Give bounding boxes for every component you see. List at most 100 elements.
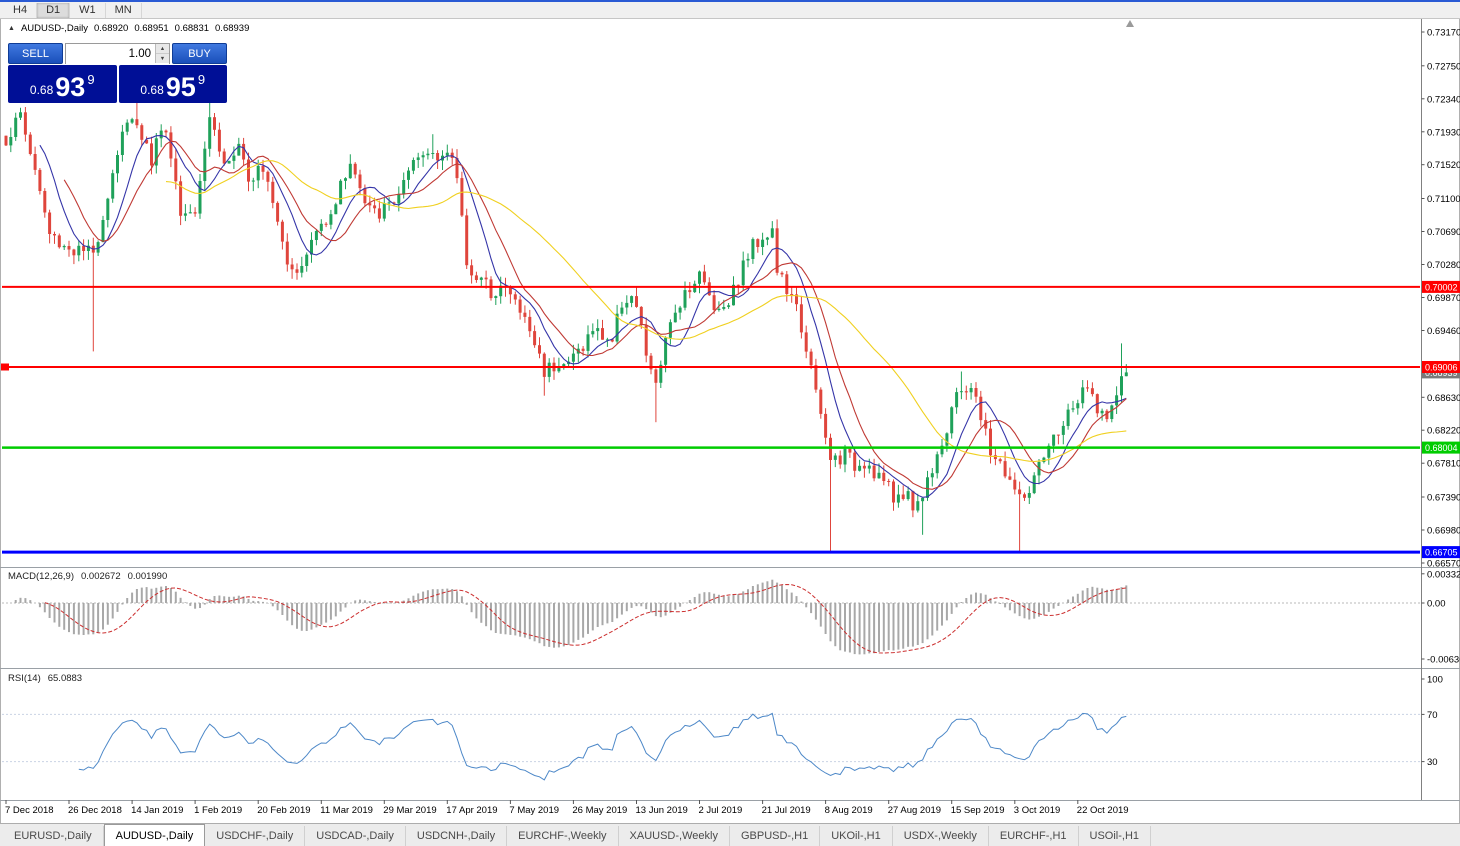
macd-signal-line [44, 583, 1127, 654]
svg-text:0.00: 0.00 [1427, 599, 1446, 610]
timeframe-button-w1[interactable]: W1 [70, 2, 106, 18]
svg-text:0.67390: 0.67390 [1427, 493, 1460, 504]
sell-button[interactable]: SELL [8, 43, 63, 64]
svg-text:-0.00636: -0.00636 [1427, 655, 1460, 666]
svg-text:100: 100 [1427, 675, 1443, 686]
chart-tab-usdcnh-daily[interactable]: USDCNH-,Daily [406, 826, 508, 846]
chart-tab-audusd-daily[interactable]: AUDUSD-,Daily [103, 824, 206, 846]
buy-price-big-digits: 95 [165, 72, 196, 103]
macd-indicator-label: MACD(12,26,9) 0.002672 0.001990 [8, 571, 167, 582]
ohlc-open: 0.68920 [93, 23, 129, 34]
svg-text:29 Mar 2019: 29 Mar 2019 [383, 805, 436, 816]
sell-price-display[interactable]: 0.68 93 9 [8, 65, 117, 103]
chart-tab-eurchf-h1[interactable]: EURCHF-,H1 [989, 826, 1079, 846]
svg-text:13 Jun 2019: 13 Jun 2019 [636, 805, 688, 816]
svg-text:0.69460: 0.69460 [1427, 326, 1460, 337]
chart-tab-eurusd-daily[interactable]: EURUSD-,Daily [3, 826, 104, 846]
svg-text:0.70280: 0.70280 [1427, 260, 1460, 271]
svg-text:0.72340: 0.72340 [1427, 94, 1460, 105]
panel-separators [0, 567, 1460, 801]
chart-tab-usdx-weekly[interactable]: USDX-,Weekly [893, 826, 989, 846]
timeframe-button-h4[interactable]: H4 [4, 2, 38, 18]
svg-text:15 Sep 2019: 15 Sep 2019 [951, 805, 1005, 816]
svg-text:26 May 2019: 26 May 2019 [572, 805, 627, 816]
ohlc-close: 0.68939 [215, 23, 250, 34]
ma-line-13 [63, 140, 1127, 490]
chart-tab-gbpusd-h1[interactable]: GBPUSD-,H1 [730, 826, 821, 846]
chart-ohlc-header: ▲ AUDUSD-,Daily 0.68920 0.68951 0.68831 … [8, 23, 249, 34]
svg-text:22 Oct 2019: 22 Oct 2019 [1077, 805, 1129, 816]
svg-text:0.71100: 0.71100 [1427, 194, 1460, 205]
ma-line-8 [39, 135, 1127, 498]
svg-text:7 Dec 2018: 7 Dec 2018 [5, 805, 54, 816]
chart-tab-usdchf-daily[interactable]: USDCHF-,Daily [205, 826, 306, 846]
chart-shift-marker[interactable] [1126, 20, 1134, 27]
time-axis[interactable]: 7 Dec 2018 26 Dec 2018 14 Jan 2019 1 Feb 20… [5, 800, 1129, 816]
svg-text:1 Feb 2019: 1 Feb 2019 [194, 805, 242, 816]
svg-text:2 Jul 2019: 2 Jul 2019 [699, 805, 743, 816]
sell-price-big-digits: 93 [55, 72, 86, 103]
chart-tab-usoil-h1[interactable]: USOil-,H1 [1079, 826, 1152, 846]
svg-text:30: 30 [1427, 757, 1438, 768]
ma-line-34 [165, 160, 1127, 463]
ohlc-high: 0.68951 [134, 23, 169, 34]
svg-text:11 Mar 2019: 11 Mar 2019 [320, 805, 373, 816]
level-price-label-0.66705: 0.66705 [1422, 546, 1460, 559]
svg-text:0.68630: 0.68630 [1427, 393, 1460, 404]
svg-text:0.67810: 0.67810 [1427, 459, 1460, 470]
timeframe-button-mn[interactable]: MN [106, 2, 142, 18]
svg-text:0.66705: 0.66705 [1425, 548, 1458, 558]
svg-text:7 May 2019: 7 May 2019 [509, 805, 559, 816]
chart-tab-usdcad-daily[interactable]: USDCAD-,Daily [305, 826, 406, 846]
svg-text:70: 70 [1427, 710, 1438, 721]
chart-tab-xauusd-weekly[interactable]: XAUUSD-,Weekly [619, 826, 730, 846]
svg-text:17 Apr 2019: 17 Apr 2019 [446, 805, 497, 816]
symbol-arrow-icon: ▲ [8, 25, 15, 32]
svg-text:0.66980: 0.66980 [1427, 526, 1460, 537]
level-price-label-0.69006: 0.69006 [1422, 361, 1460, 373]
chart-tabbar: EURUSD-,Daily AUDUSD-,Daily USDCHF-,Daily U… [0, 823, 1460, 846]
chart-tab-eurchf-weekly[interactable]: EURCHF-,Weekly [507, 826, 619, 846]
sell-price-pipette: 9 [87, 72, 95, 87]
svg-text:21 Jul 2019: 21 Jul 2019 [762, 805, 811, 816]
svg-text:0.70690: 0.70690 [1427, 227, 1460, 238]
rsi-indicator-label: RSI(14) 65.0883 [8, 673, 82, 684]
macd-histogram [2, 579, 1420, 655]
volume-spinner: ▲ ▼ [155, 44, 169, 63]
level-price-label-0.68004: 0.68004 [1422, 441, 1460, 454]
chart-tab-ukoil-h1[interactable]: UKOil-,H1 [820, 826, 893, 846]
svg-text:0.73170: 0.73170 [1427, 28, 1460, 39]
svg-text:0.68220: 0.68220 [1427, 426, 1460, 437]
svg-text:0.72750: 0.72750 [1427, 61, 1460, 72]
volume-increase-button[interactable]: ▲ [156, 44, 169, 54]
volume-decrease-button[interactable]: ▼ [156, 54, 169, 63]
price-axis[interactable]: 0.73170 0.72750 0.72340 0.71930 0.71520 0.711… [1421, 18, 1460, 800]
svg-text:20 Feb 2019: 20 Feb 2019 [257, 805, 310, 816]
timeframe-bar: H4 D1 W1 MN [0, 2, 1460, 19]
svg-text:0.69006: 0.69006 [1425, 363, 1458, 373]
ohlc-low: 0.68831 [174, 23, 210, 34]
svg-text:0.71520: 0.71520 [1427, 160, 1460, 171]
buy-price-prefix: 0.68 [140, 83, 164, 97]
level-price-label-0.70002: 0.70002 [1422, 280, 1460, 293]
buy-price-display[interactable]: 0.68 95 9 [118, 65, 227, 103]
timeframe-button-d1[interactable]: D1 [37, 2, 71, 18]
svg-text:27 Aug 2019: 27 Aug 2019 [888, 805, 941, 816]
window-top-accent [0, 0, 1460, 2]
candles [4, 90, 1128, 553]
level-line-0.69006[interactable] [1, 363, 1420, 371]
svg-text:3 Oct 2019: 3 Oct 2019 [1014, 805, 1060, 816]
svg-text:0.66570: 0.66570 [1427, 559, 1460, 570]
svg-text:0.70002: 0.70002 [1425, 282, 1458, 292]
svg-text:0.00332: 0.00332 [1427, 569, 1460, 580]
volume-input[interactable] [66, 44, 169, 64]
buy-button[interactable]: BUY [172, 43, 227, 64]
rsi-line [78, 712, 1127, 781]
buy-price-pipette: 9 [197, 72, 206, 87]
rsi-levels [2, 713, 1420, 763]
svg-text:0.69870: 0.69870 [1427, 293, 1460, 304]
svg-text:8 Aug 2019: 8 Aug 2019 [825, 805, 873, 816]
svg-text:0.71930: 0.71930 [1427, 127, 1460, 138]
macd-value-main: 0.002672 [81, 571, 121, 582]
